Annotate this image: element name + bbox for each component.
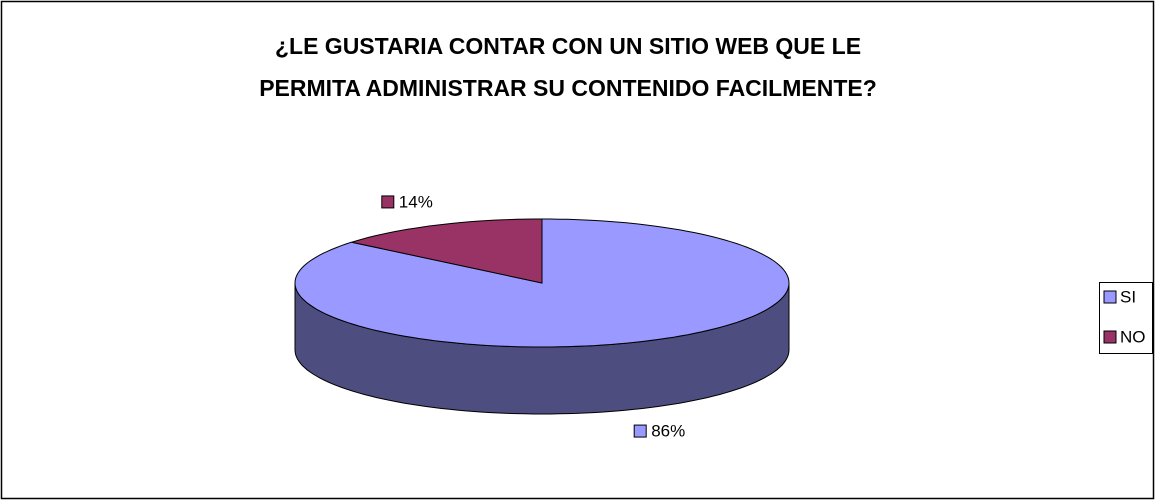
pie-slice	[351, 218, 543, 284]
data-label: 14%	[399, 192, 433, 211]
legend-swatch	[1103, 290, 1117, 304]
legend-swatch	[1103, 330, 1117, 344]
chart-title: ¿LE GUSTARIA CONTAR CON UN SITIO WEB QUE…	[275, 33, 861, 59]
data-label: 86%	[651, 422, 685, 441]
legend-label: NO	[1120, 327, 1146, 346]
data-label-key	[381, 195, 395, 209]
data-label-key	[633, 424, 647, 438]
legend-label: SI	[1120, 287, 1136, 306]
chart-title: PERMITA ADMINISTRAR SU CONTENIDO FACILME…	[259, 75, 877, 101]
